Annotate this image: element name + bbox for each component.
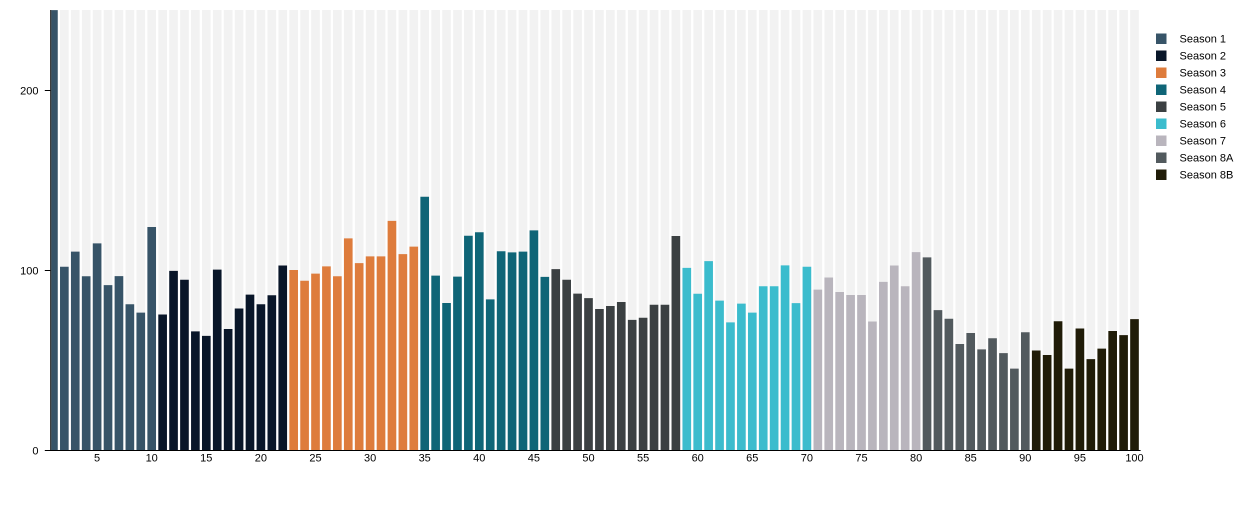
svg-text:100: 100 <box>1125 453 1143 465</box>
svg-text:75: 75 <box>855 453 867 465</box>
svg-text:0: 0 <box>32 445 38 457</box>
svg-text:Season 6: Season 6 <box>1180 118 1226 130</box>
svg-text:15: 15 <box>200 453 212 465</box>
svg-text:80: 80 <box>910 453 922 465</box>
svg-text:Season 8A: Season 8A <box>1180 152 1234 164</box>
svg-text:Season 4: Season 4 <box>1180 84 1226 96</box>
svg-text:90: 90 <box>1019 453 1031 465</box>
svg-text:Season 1: Season 1 <box>1180 33 1226 45</box>
svg-text:30: 30 <box>364 453 376 465</box>
svg-text:Season 2: Season 2 <box>1180 50 1226 62</box>
svg-text:Season 5: Season 5 <box>1180 101 1226 113</box>
svg-text:40: 40 <box>473 453 485 465</box>
svg-text:Season 3: Season 3 <box>1180 67 1226 79</box>
svg-text:25: 25 <box>309 453 321 465</box>
svg-text:100: 100 <box>20 265 38 277</box>
svg-text:45: 45 <box>528 453 540 465</box>
svg-text:65: 65 <box>746 453 758 465</box>
svg-text:10: 10 <box>146 453 158 465</box>
svg-text:95: 95 <box>1074 453 1086 465</box>
svg-text:55: 55 <box>637 453 649 465</box>
svg-text:85: 85 <box>965 453 977 465</box>
svg-text:Season 8B: Season 8B <box>1180 169 1234 181</box>
svg-text:5: 5 <box>94 453 100 465</box>
svg-text:60: 60 <box>692 453 704 465</box>
svg-text:50: 50 <box>582 453 594 465</box>
svg-text:200: 200 <box>20 85 38 97</box>
svg-text:20: 20 <box>255 453 267 465</box>
svg-text:35: 35 <box>419 453 431 465</box>
svg-text:Season 7: Season 7 <box>1180 135 1226 147</box>
svg-text:70: 70 <box>801 453 813 465</box>
